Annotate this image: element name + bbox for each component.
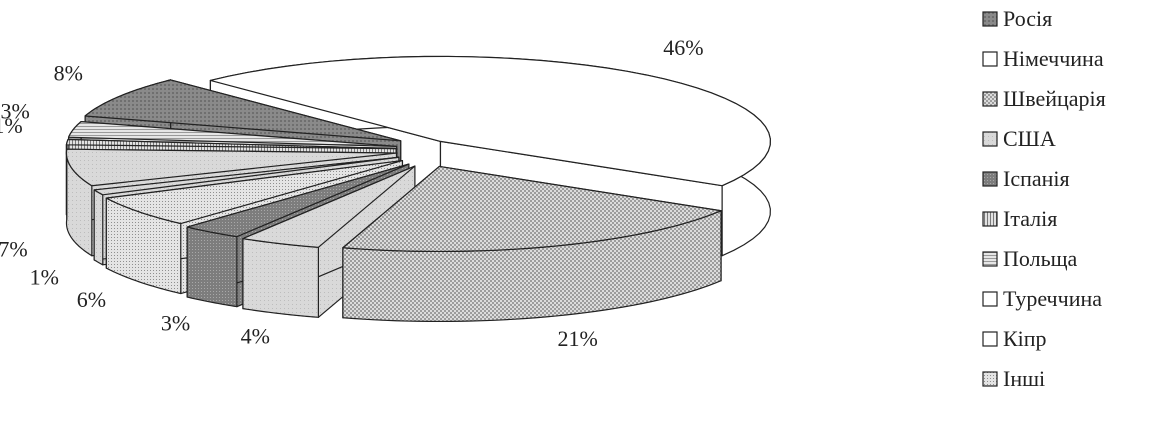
legend-label: Польща bbox=[1003, 246, 1078, 271]
slice-label: 4% bbox=[241, 324, 270, 349]
pie-labels: 46%8%3%1%7%1%6%3%4%21% bbox=[0, 35, 704, 351]
slice-top bbox=[209, 55, 771, 187]
legend-item: Інші bbox=[982, 366, 1045, 391]
slice-label: 1% bbox=[0, 113, 23, 138]
legend-label: США bbox=[1003, 126, 1056, 151]
legend-item: Італія bbox=[982, 206, 1057, 231]
legend-swatch bbox=[982, 251, 998, 267]
slice-top bbox=[65, 148, 398, 187]
legend-label: Туреччина bbox=[1003, 286, 1102, 311]
legend-swatch bbox=[982, 291, 998, 307]
slice-top bbox=[105, 159, 404, 225]
legend-swatch bbox=[982, 11, 998, 27]
legend-swatch bbox=[982, 131, 998, 147]
legend: Росія Німеччина Швейцарія США Іспанія Італія П… bbox=[982, 6, 1106, 391]
slice-label: 3% bbox=[1, 98, 30, 123]
legend-item: Туреччина bbox=[982, 286, 1102, 311]
legend-label: Росія bbox=[1003, 6, 1052, 31]
pie-slices bbox=[65, 55, 771, 323]
pie-slice-3 bbox=[342, 165, 722, 323]
slice-side bbox=[186, 226, 238, 308]
slice-top bbox=[242, 165, 416, 248]
legend-item: Іспанія bbox=[982, 166, 1070, 191]
legend-swatch bbox=[982, 211, 998, 227]
legend-label: Кіпр bbox=[1003, 326, 1047, 351]
slice-label: 8% bbox=[54, 61, 83, 86]
legend-item: США bbox=[982, 126, 1056, 151]
slice-label: 1% bbox=[30, 265, 59, 290]
slice-top bbox=[84, 79, 402, 142]
legend-item: Німеччина bbox=[982, 46, 1104, 71]
slice-top bbox=[186, 163, 410, 238]
slice-label: 6% bbox=[77, 287, 106, 312]
legend-label: Інші bbox=[1003, 366, 1045, 391]
legend-label: Іспанія bbox=[1003, 166, 1070, 191]
slice-label: 3% bbox=[161, 310, 190, 335]
slice-label: 7% bbox=[0, 236, 28, 261]
slice-side bbox=[242, 238, 319, 318]
legend-swatch bbox=[982, 171, 998, 187]
slice-top bbox=[93, 156, 400, 196]
slice-top bbox=[67, 121, 398, 148]
legend-label: Швейцарія bbox=[1003, 86, 1106, 111]
slice-label: 46% bbox=[663, 35, 703, 60]
legend-item: Швейцарія bbox=[982, 86, 1106, 111]
legend-swatch bbox=[982, 331, 998, 347]
slice-top bbox=[342, 165, 722, 253]
slice-label: 21% bbox=[557, 326, 597, 351]
legend-swatch bbox=[982, 371, 998, 387]
legend-swatch bbox=[982, 51, 998, 67]
legend-label: Італія bbox=[1003, 206, 1057, 231]
slice-top bbox=[65, 138, 397, 150]
legend-item: Кіпр bbox=[982, 326, 1047, 351]
legend-label: Німеччина bbox=[1003, 46, 1104, 71]
slice-side bbox=[93, 189, 104, 266]
legend-item: Росія bbox=[982, 6, 1052, 31]
legend-swatch bbox=[982, 91, 998, 107]
legend-item: Польща bbox=[982, 246, 1078, 271]
